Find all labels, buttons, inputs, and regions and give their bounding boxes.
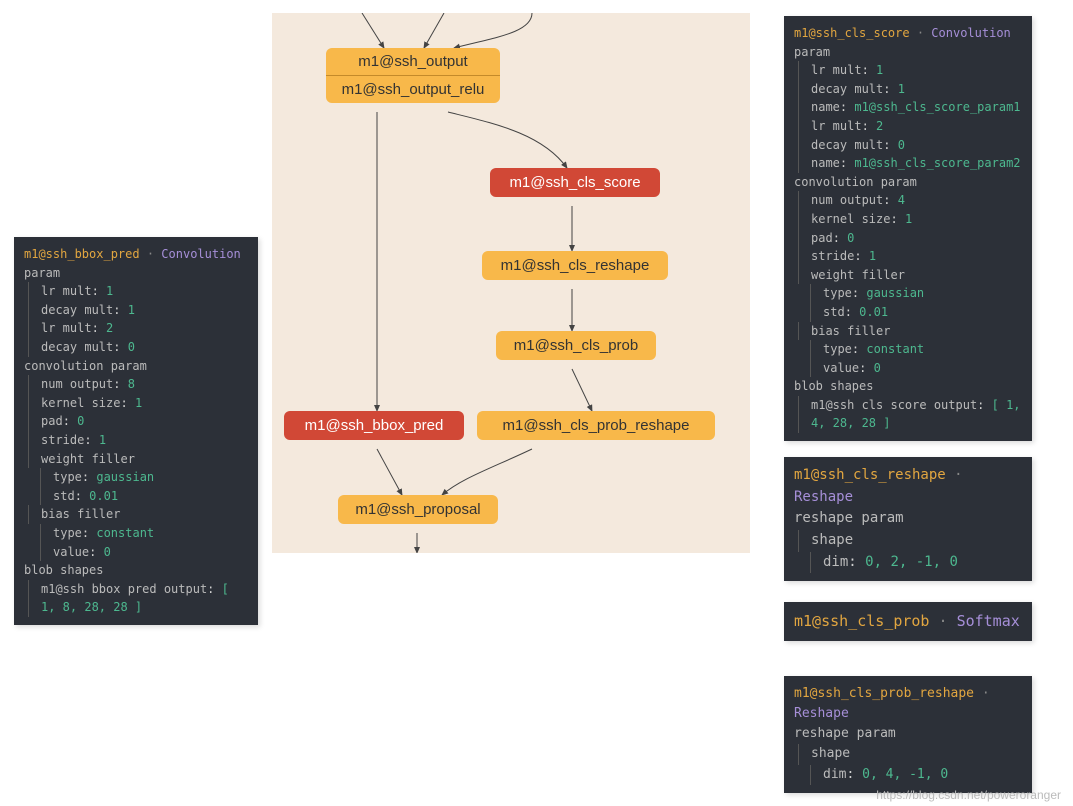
node-label: m1@ssh_cls_prob: [514, 337, 638, 354]
separator: ·: [147, 247, 154, 261]
node-cls-score[interactable]: m1@ssh_cls_score: [490, 168, 660, 197]
node-cls-prob[interactable]: m1@ssh_cls_prob: [496, 331, 656, 360]
panel-name: m1@ssh_cls_prob_reshape: [794, 686, 974, 701]
node-label: m1@ssh_bbox_pred: [305, 417, 444, 434]
panel-type: Softmax: [957, 612, 1020, 630]
panel-name: m1@ssh_cls_prob: [794, 612, 929, 630]
node-label: m1@ssh_output: [326, 48, 500, 75]
node-label: m1@ssh_cls_reshape: [501, 257, 650, 274]
panel-name: m1@ssh_cls_reshape: [794, 467, 946, 483]
node-bbox-pred[interactable]: m1@ssh_bbox_pred: [284, 411, 464, 440]
flowchart-canvas: m1@ssh_output m1@ssh_output_relu m1@ssh_…: [272, 13, 750, 553]
node-label: m1@ssh_output_relu: [326, 76, 500, 103]
panel-name: m1@ssh_cls_score: [794, 26, 910, 40]
panel-bbox-pred: m1@ssh_bbox_pred · Convolution param lr …: [14, 237, 258, 625]
node-label: m1@ssh_cls_score: [509, 174, 640, 191]
node-label: m1@ssh_proposal: [355, 501, 480, 518]
node-label: m1@ssh_cls_prob_reshape: [503, 417, 690, 434]
section-label: convolution param: [24, 357, 248, 376]
section-label: blob shapes: [24, 561, 248, 580]
node-proposal[interactable]: m1@ssh_proposal: [338, 495, 498, 524]
panel-type: Reshape: [794, 489, 853, 505]
panel-cls-prob-reshape: m1@ssh_cls_prob_reshape · Reshape reshap…: [784, 676, 1032, 793]
node-cls-prob-reshape[interactable]: m1@ssh_cls_prob_reshape: [477, 411, 715, 440]
panel-name: m1@ssh_bbox_pred: [24, 247, 140, 261]
node-ssh-output[interactable]: m1@ssh_output m1@ssh_output_relu: [326, 48, 500, 103]
watermark: https://blog.csdn.net/poweroranger: [876, 788, 1061, 802]
panel-cls-reshape: m1@ssh_cls_reshape · Reshape reshape par…: [784, 457, 1032, 581]
section-label: param: [24, 264, 248, 283]
panel-type: Convolution: [931, 26, 1010, 40]
node-cls-reshape[interactable]: m1@ssh_cls_reshape: [482, 251, 668, 280]
panel-type: Reshape: [794, 706, 849, 721]
panel-type: Convolution: [161, 247, 240, 261]
panel-cls-prob: m1@ssh_cls_prob · Softmax: [784, 602, 1032, 641]
panel-cls-score: m1@ssh_cls_score · Convolution param lr …: [784, 16, 1032, 441]
